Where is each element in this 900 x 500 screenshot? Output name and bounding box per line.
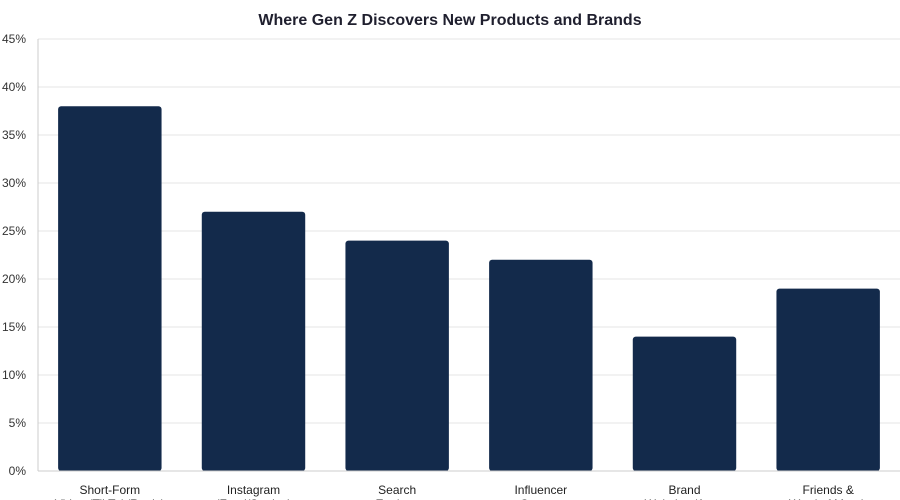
- bar: [201, 211, 306, 472]
- bar: [489, 259, 593, 471]
- y-tick-label: 30%: [2, 176, 26, 190]
- y-tick-label: 40%: [2, 80, 26, 94]
- y-tick-label: 35%: [2, 128, 26, 142]
- y-tick-label: 25%: [2, 224, 26, 238]
- y-tick-label: 45%: [2, 32, 26, 46]
- x-category-label: Instagram(Feed/Stories): [215, 483, 291, 500]
- y-axis-ticks: 0% 5% 10% 15% 20% 25% 30% 35% 40% 45%: [2, 32, 26, 478]
- bars: [58, 106, 880, 472]
- y-tick-label: 0%: [9, 464, 27, 478]
- x-category-label: Short-FormVideo (TikTok/Reels): [55, 483, 165, 500]
- y-tick-label: 5%: [9, 416, 27, 430]
- x-axis-labels: Short-FormVideo (TikTok/Reels) Instagram(…: [55, 483, 868, 500]
- y-tick-label: 10%: [2, 368, 26, 382]
- x-category-label: BrandWebsites/Apps: [645, 483, 725, 500]
- x-category-label: Friends &Word of Mouth: [789, 483, 867, 500]
- bar: [776, 288, 880, 471]
- bar: [345, 240, 449, 471]
- y-tick-label: 20%: [2, 272, 26, 286]
- y-tick-label: 15%: [2, 320, 26, 334]
- bar: [58, 106, 162, 471]
- grid-lines: [38, 38, 900, 424]
- bar: [632, 336, 737, 471]
- chart-title: Where Gen Z Discovers New Products and B…: [258, 12, 641, 29]
- x-category-label: SearchEngines: [375, 483, 418, 500]
- x-category-label: InfluencerContent: [514, 483, 567, 500]
